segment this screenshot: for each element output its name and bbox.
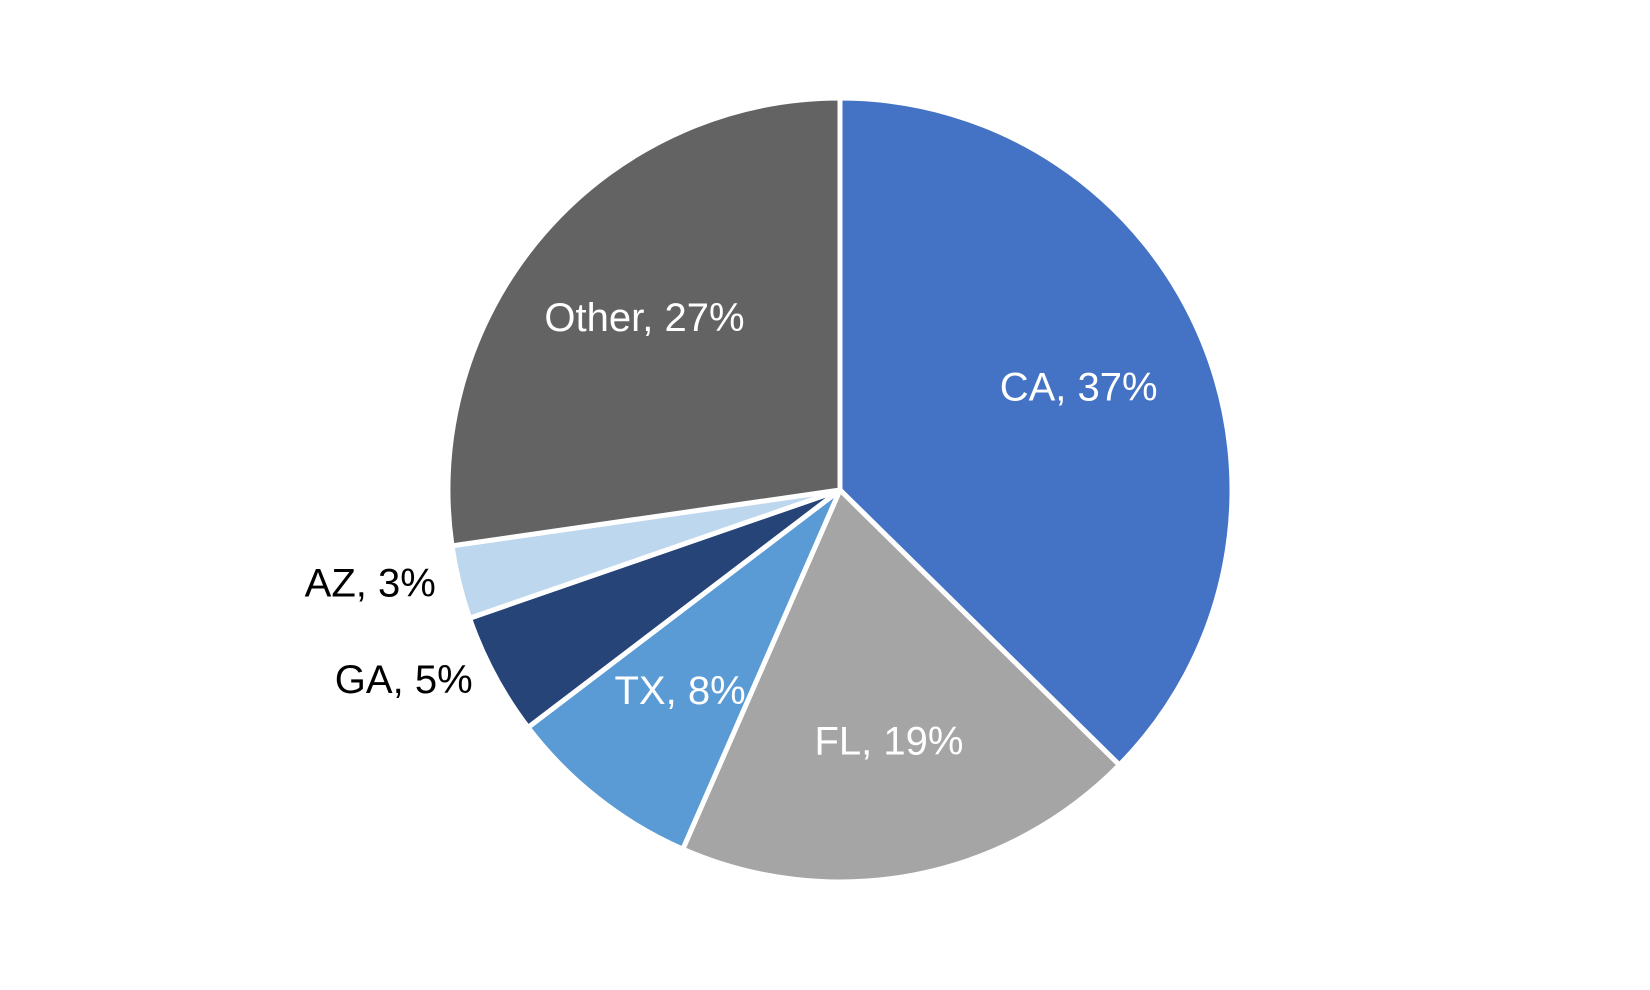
data-label: TX, 8% [614,669,745,713]
pie-slice [445,95,843,549]
data-label: AZ, 3% [305,562,436,606]
data-label: GA, 5% [335,658,473,702]
data-label: CA, 37% [1000,366,1158,410]
pie-slice [680,487,1122,885]
pie-slice [837,95,1235,768]
data-label: FL, 19% [814,720,963,764]
pie-slice [525,487,843,852]
data-label: Other, 27% [544,296,744,340]
